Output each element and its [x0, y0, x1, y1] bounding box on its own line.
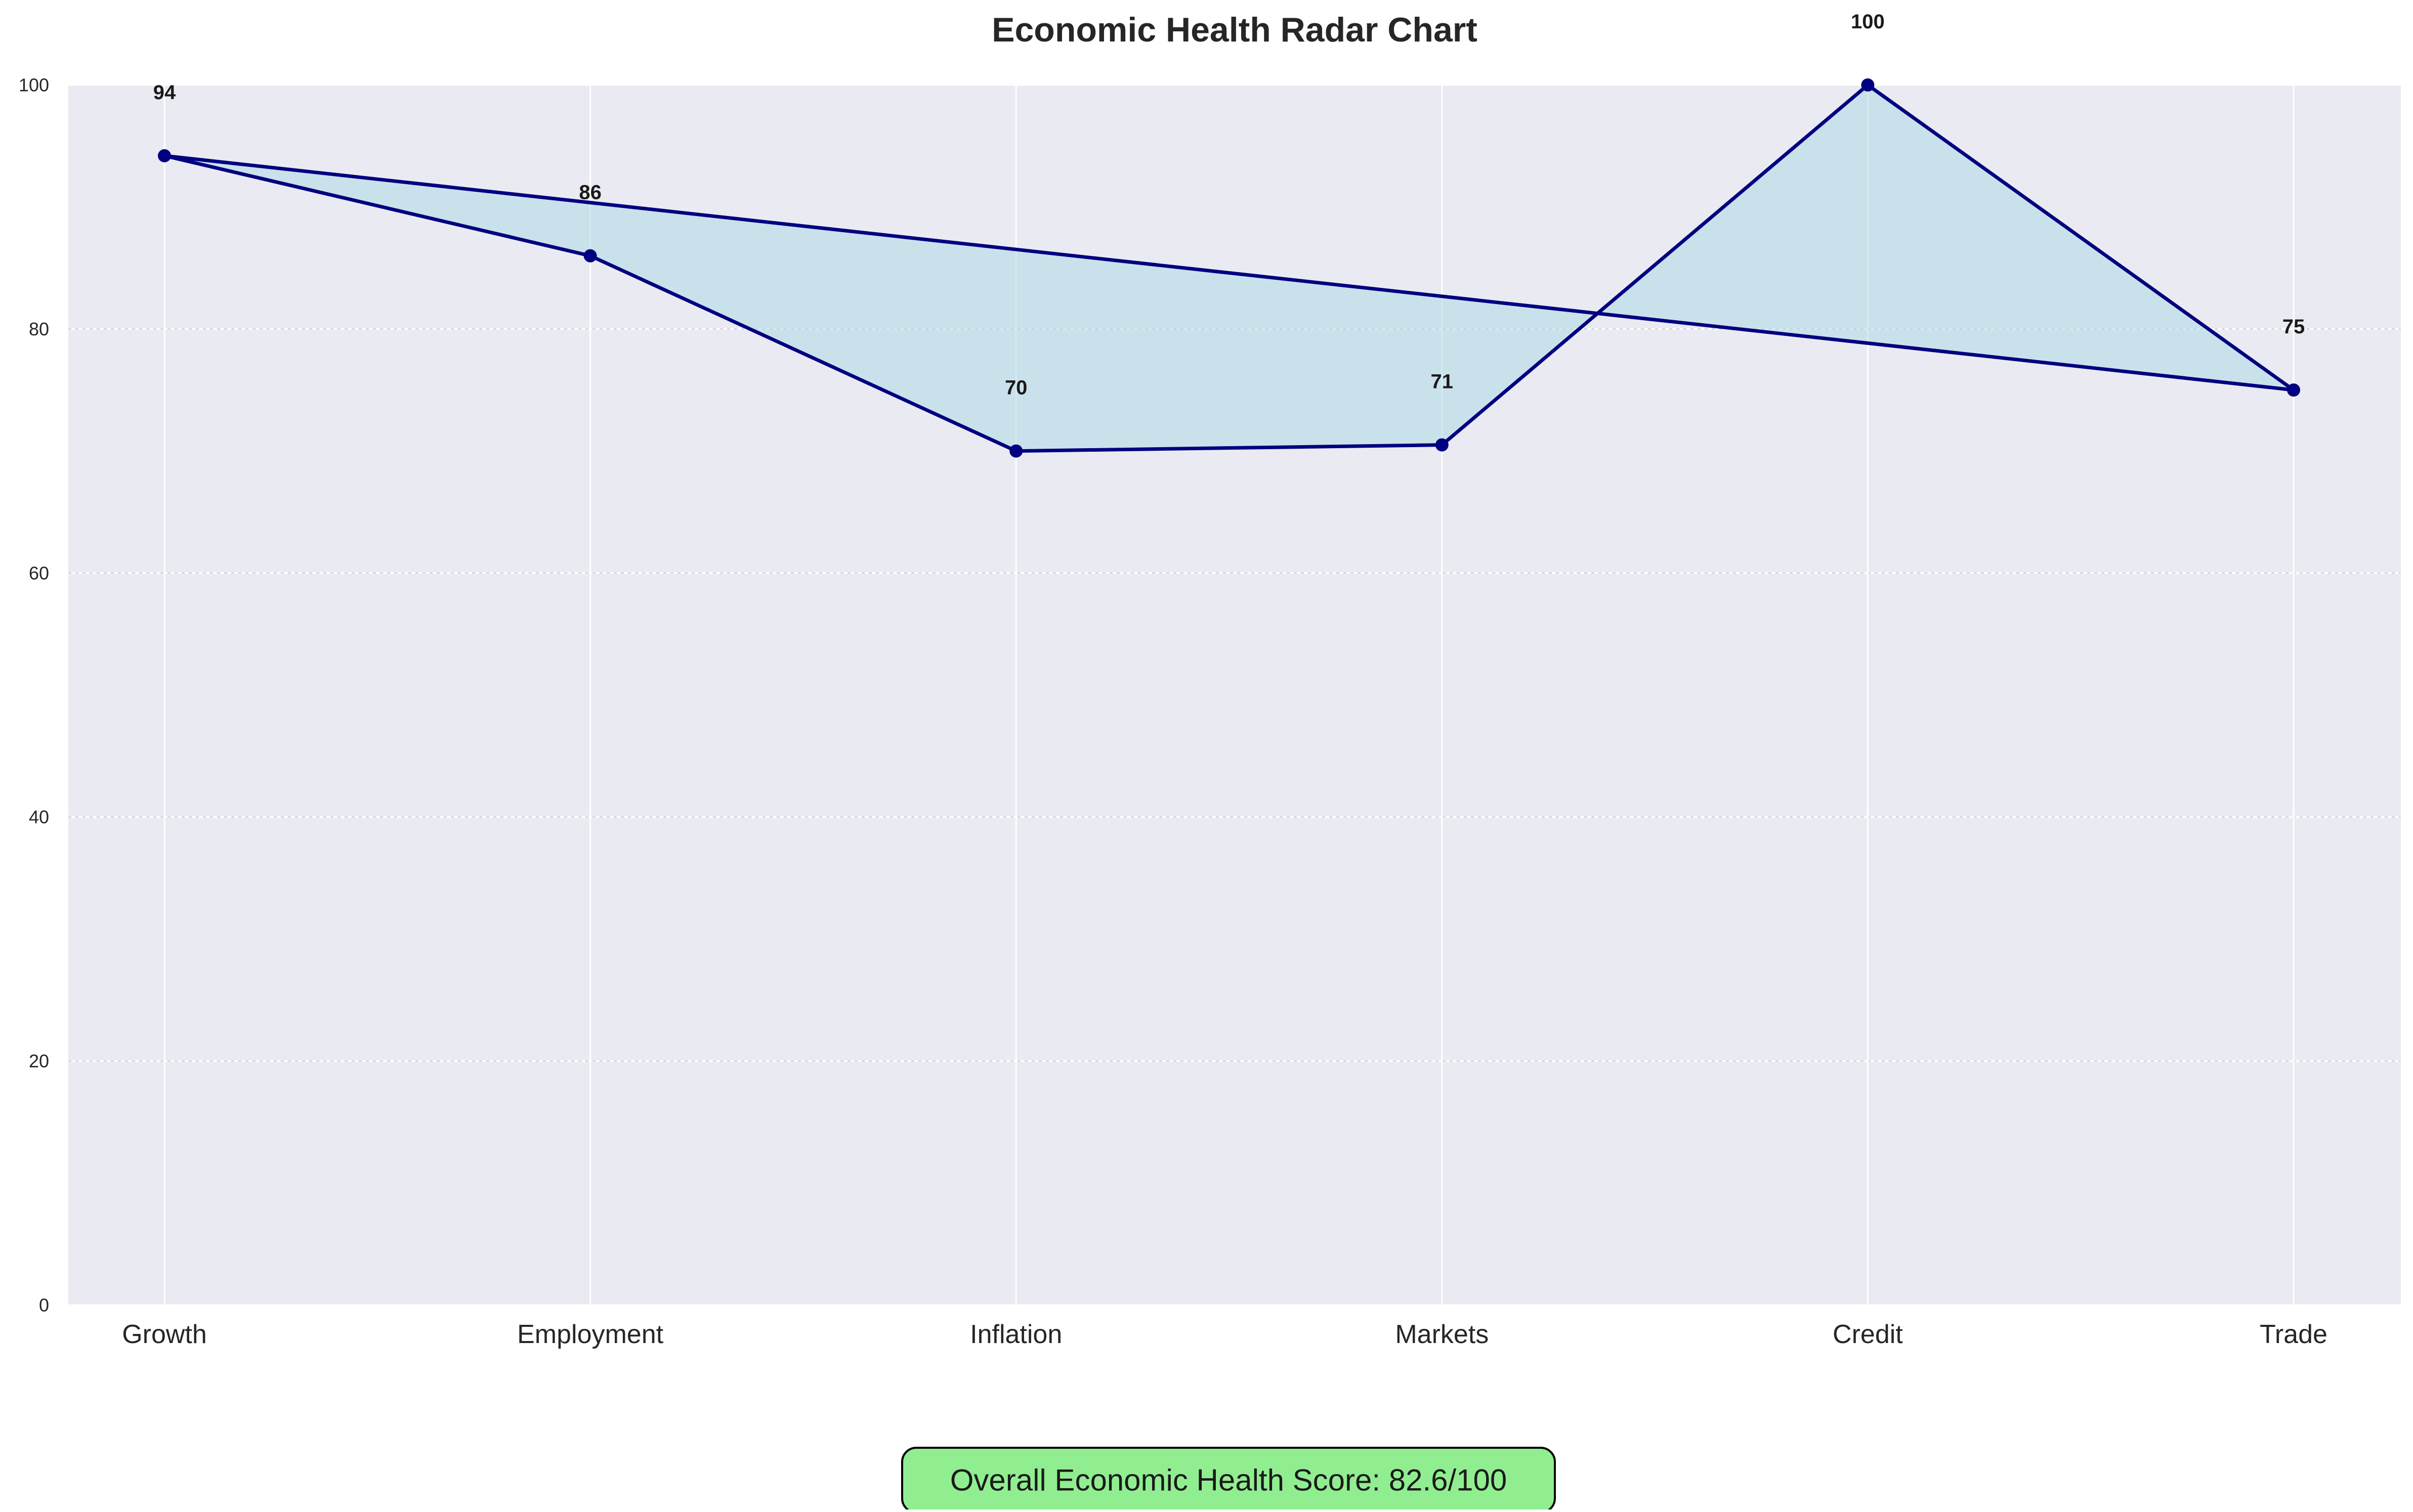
x-tick-label-markets: Markets: [1395, 1320, 1489, 1349]
x-tick-label-credit: Credit: [1833, 1320, 1903, 1349]
y-tick-label: 80: [29, 319, 49, 339]
x-axis-ticks: Growth Employment Inflation Markets Credit Tr…: [122, 1320, 2327, 1349]
x-tick-label-growth: Growth: [122, 1320, 207, 1349]
data-point-inflation: [1009, 444, 1023, 458]
data-point-growth: [158, 149, 171, 162]
data-label-markets: 71: [1431, 371, 1454, 393]
score-box-background: [901, 1447, 1556, 1512]
data-point-credit: [1861, 78, 1875, 92]
y-tick-label: 20: [29, 1051, 49, 1071]
score-box: Overall Economic Health Score: 82.6/100: [901, 1447, 1556, 1512]
y-tick-label: 100: [19, 75, 49, 96]
data-label-inflation: 70: [1005, 377, 1028, 399]
data-label-trade: 75: [2282, 316, 2305, 338]
data-label-growth: 94: [153, 81, 176, 104]
data-point-trade: [2287, 383, 2300, 397]
data-points: [158, 78, 2300, 458]
data-label-credit: 100: [1851, 11, 1885, 33]
y-tick-label: 0: [39, 1295, 49, 1316]
x-tick-label-trade: Trade: [2260, 1320, 2327, 1349]
x-tick-label-employment: Employment: [517, 1320, 664, 1349]
chart-title: Economic Health Radar Chart: [992, 11, 1477, 49]
overall-score-text: Overall Economic Health Score: 82.6/100: [950, 1463, 1507, 1497]
y-tick-label: 40: [29, 807, 49, 828]
y-axis-ticks: 0 20 40 60 80 100: [19, 75, 49, 1316]
y-tick-label: 60: [29, 563, 49, 583]
data-point-employment: [583, 249, 597, 263]
x-tick-label-inflation: Inflation: [970, 1320, 1062, 1349]
data-point-markets: [1435, 438, 1449, 452]
data-labels: 94 86 70 71 100 75: [153, 11, 2305, 399]
data-label-employment: 86: [579, 182, 602, 204]
